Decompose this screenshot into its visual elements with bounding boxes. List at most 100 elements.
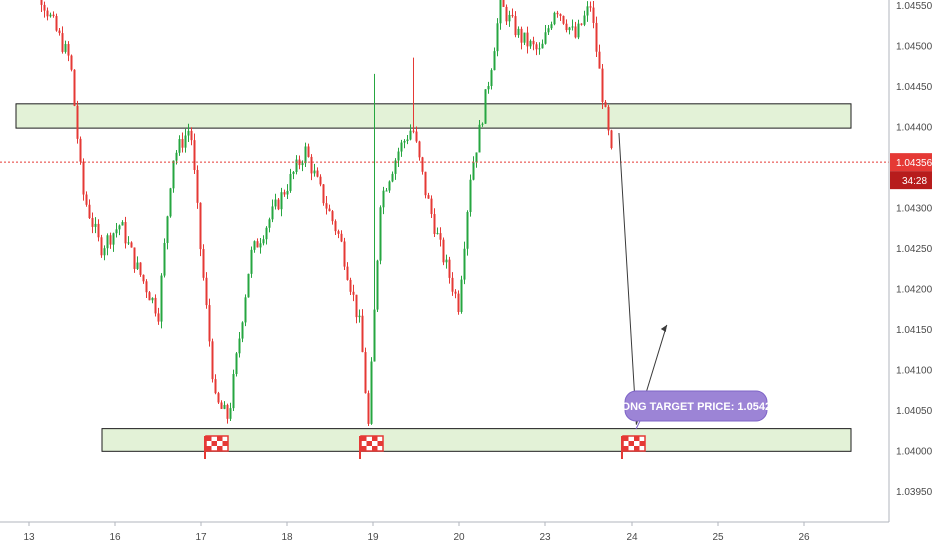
candle[interactable]: [577, 19, 580, 40]
candle[interactable]: [484, 89, 487, 124]
candle[interactable]: [214, 374, 217, 395]
candle[interactable]: [517, 26, 520, 38]
candle[interactable]: [88, 199, 91, 220]
candle[interactable]: [205, 272, 208, 309]
candle[interactable]: [316, 167, 319, 178]
candle[interactable]: [382, 186, 385, 215]
candle[interactable]: [157, 307, 160, 325]
candle[interactable]: [304, 142, 307, 168]
candle[interactable]: [223, 401, 226, 410]
candle[interactable]: [118, 224, 121, 236]
candle[interactable]: [130, 241, 133, 248]
candle[interactable]: [445, 254, 448, 269]
candle[interactable]: [589, 1, 592, 12]
candle[interactable]: [136, 256, 139, 271]
candle[interactable]: [70, 54, 73, 72]
candle[interactable]: [184, 128, 187, 153]
candle[interactable]: [523, 32, 526, 45]
candle[interactable]: [418, 140, 421, 161]
candle[interactable]: [73, 69, 76, 107]
candle[interactable]: [181, 132, 184, 153]
candle[interactable]: [451, 272, 454, 296]
candle[interactable]: [541, 39, 544, 49]
candle[interactable]: [295, 155, 298, 175]
candle[interactable]: [370, 357, 373, 425]
candle[interactable]: [556, 10, 559, 18]
candle[interactable]: [340, 230, 343, 243]
candle[interactable]: [565, 19, 568, 33]
candle[interactable]: [511, 8, 514, 18]
candle[interactable]: [346, 262, 349, 281]
candle[interactable]: [160, 273, 163, 329]
candle[interactable]: [286, 184, 289, 199]
candle[interactable]: [601, 63, 604, 110]
candle[interactable]: [394, 158, 397, 180]
candle[interactable]: [229, 402, 232, 422]
candle[interactable]: [139, 262, 142, 277]
candle[interactable]: [499, 0, 502, 30]
candle[interactable]: [490, 68, 493, 90]
candle[interactable]: [232, 369, 235, 412]
candle[interactable]: [238, 332, 241, 358]
candle[interactable]: [322, 184, 325, 206]
candle[interactable]: [97, 219, 100, 242]
candle[interactable]: [358, 309, 361, 323]
candle[interactable]: [550, 21, 553, 31]
candle[interactable]: [610, 129, 613, 150]
candle[interactable]: [607, 104, 610, 136]
candle[interactable]: [268, 217, 271, 233]
candle[interactable]: [343, 237, 346, 270]
candle[interactable]: [391, 171, 394, 183]
candle[interactable]: [532, 36, 535, 51]
candle[interactable]: [508, 10, 511, 27]
candle[interactable]: [133, 247, 136, 273]
candle[interactable]: [43, 1, 46, 18]
candle[interactable]: [388, 180, 391, 193]
candle[interactable]: [538, 42, 541, 55]
candle[interactable]: [433, 208, 436, 238]
candle[interactable]: [280, 187, 283, 217]
candle[interactable]: [409, 124, 412, 141]
candle[interactable]: [202, 244, 205, 281]
candle[interactable]: [292, 170, 295, 180]
candle[interactable]: [199, 202, 202, 257]
candle[interactable]: [40, 0, 43, 12]
candle[interactable]: [226, 403, 229, 424]
candle[interactable]: [439, 227, 442, 247]
candle[interactable]: [235, 352, 238, 377]
candle[interactable]: [85, 191, 88, 207]
candle[interactable]: [385, 187, 388, 192]
candle[interactable]: [331, 209, 334, 225]
candle[interactable]: [487, 81, 490, 94]
candle[interactable]: [529, 39, 532, 49]
candle[interactable]: [415, 126, 418, 143]
candle[interactable]: [187, 123, 190, 142]
candle[interactable]: [46, 7, 49, 21]
candle[interactable]: [121, 220, 124, 226]
candle[interactable]: [283, 189, 286, 197]
candle[interactable]: [571, 19, 574, 31]
candle[interactable]: [208, 298, 211, 347]
candle[interactable]: [502, 0, 505, 8]
candle[interactable]: [247, 273, 250, 298]
candle[interactable]: [271, 199, 274, 223]
candle[interactable]: [478, 120, 481, 153]
candle[interactable]: [475, 152, 478, 168]
candle[interactable]: [583, 10, 586, 27]
candle[interactable]: [193, 133, 196, 174]
time-axis[interactable]: 13 16 17 18 19 20 23 24 25 26: [23, 522, 810, 543]
candle[interactable]: [544, 25, 547, 45]
candle[interactable]: [526, 26, 529, 54]
candle[interactable]: [100, 234, 103, 258]
candle[interactable]: [367, 390, 370, 427]
candle[interactable]: [424, 171, 427, 199]
candle[interactable]: [586, 1, 589, 22]
candle[interactable]: [460, 275, 463, 314]
candle[interactable]: [514, 11, 517, 38]
candle[interactable]: [61, 26, 64, 54]
candle[interactable]: [52, 11, 55, 18]
candle[interactable]: [289, 168, 292, 193]
candle[interactable]: [457, 290, 460, 315]
candle[interactable]: [400, 139, 403, 157]
candle[interactable]: [580, 23, 583, 26]
